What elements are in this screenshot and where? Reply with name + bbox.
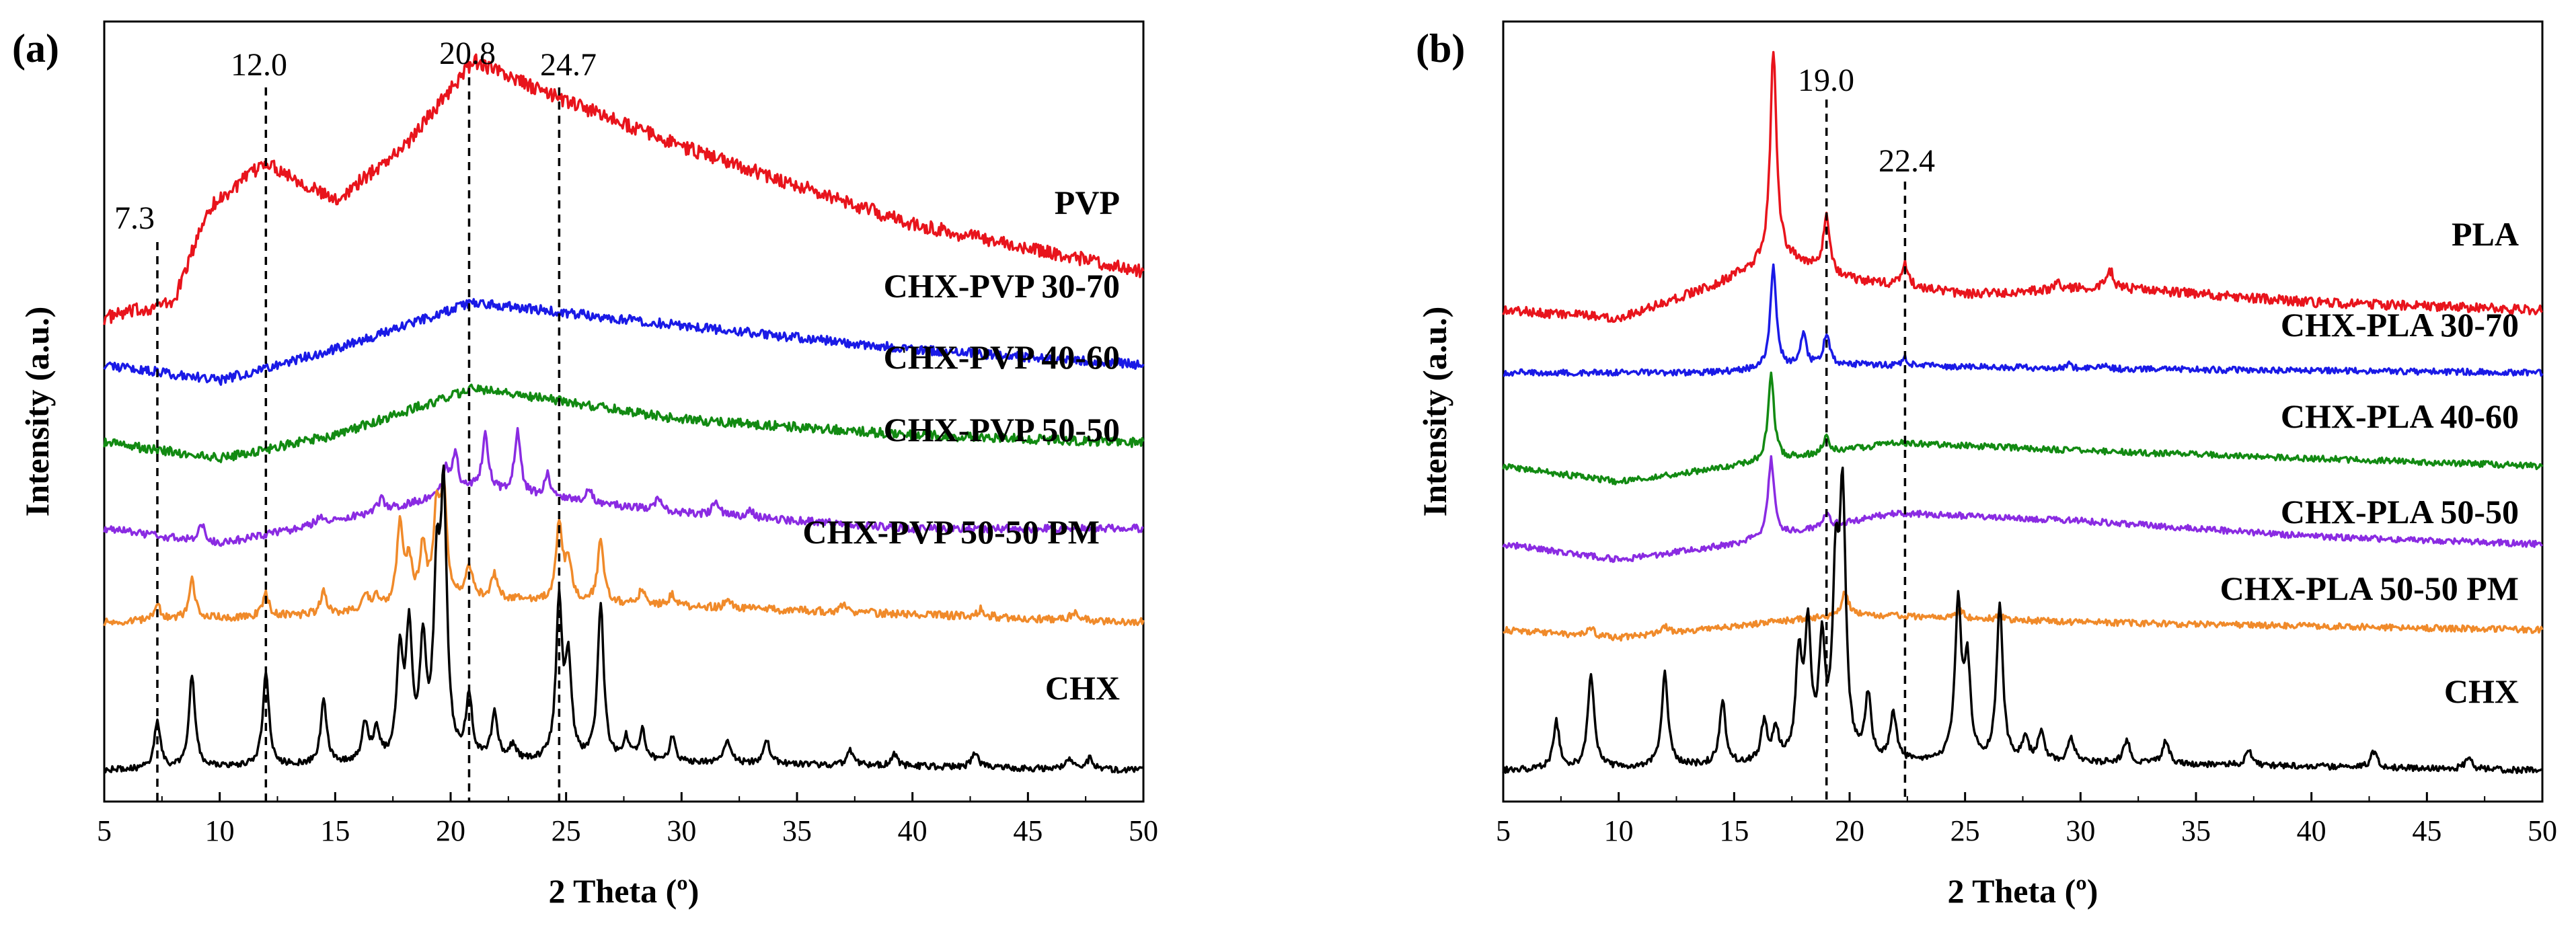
series-line-pla — [1502, 50, 2544, 323]
series-label: CHX-PLA 30-70 — [2281, 306, 2519, 344]
x-tick-label: 50 — [2528, 814, 2557, 847]
series-line-chx-pvp-50-50 — [103, 426, 1144, 547]
x-tick-label: 10 — [205, 814, 235, 847]
series-line-chx-pla-30-70 — [1503, 263, 2544, 377]
x-tick-label: 50 — [1129, 814, 1158, 847]
x-tick-label: 20 — [436, 814, 465, 847]
chart-panel-b: 5 10 15 20 25 30 35 40 45 50 2 Theta (º) Intensity … — [1416, 20, 2557, 910]
y-axis-title: Intensity (a.u.) — [1416, 307, 1453, 517]
series-line-pvp — [103, 53, 1145, 325]
panel-label: (a) — [12, 26, 59, 71]
series-label: CHX — [2444, 672, 2519, 710]
series-line-chx-pvp-40-60 — [103, 383, 1145, 463]
series-line-chx — [104, 464, 1144, 774]
x-tick-label: 40 — [898, 814, 927, 847]
series-line-chx-pvp-30-70 — [103, 298, 1145, 386]
series-line-chx-pla-50-50 — [1502, 455, 2544, 564]
series-label: CHX-PLA 50-50 — [2281, 493, 2519, 531]
series-label: CHX-PVP 30-70 — [884, 267, 1120, 305]
x-tick-label: 25 — [552, 814, 581, 847]
x-axis-title: 2 Theta (º) — [549, 872, 699, 910]
peak-position-label: 24.7 — [540, 47, 597, 83]
x-tick-label: 45 — [2412, 814, 2441, 847]
x-axis-title: 2 Theta (º) — [1948, 872, 2098, 910]
series-label: PVP — [1055, 184, 1120, 221]
series-label: CHX — [1045, 669, 1120, 707]
x-tick-label: 30 — [2066, 814, 2095, 847]
peak-position-label: 22.4 — [1879, 143, 1935, 179]
series-label: CHX-PVP 40-60 — [884, 338, 1120, 376]
series-label: CHX-PVP 50-50 — [884, 411, 1120, 449]
peak-position-label: 19.0 — [1798, 63, 1854, 98]
x-tick-label: 15 — [1719, 814, 1749, 847]
y-axis-title: Intensity (a.u.) — [18, 307, 56, 517]
series-line-chx-pla-40-60 — [1502, 371, 2544, 486]
series-label: CHX-PLA 40-60 — [2281, 397, 2519, 435]
peak-position-label: 7.3 — [114, 200, 155, 236]
x-tick-label: 35 — [2181, 814, 2211, 847]
x-tick-label: 35 — [782, 814, 812, 847]
x-tick-label: 20 — [1835, 814, 1864, 847]
series-label: PLA — [2452, 215, 2519, 253]
x-tick-label: 5 — [97, 814, 112, 847]
chart-panel-a: 5 10 15 20 25 30 35 40 45 50 2 Theta (º) Intensity … — [12, 20, 1158, 910]
x-tick-label: 30 — [667, 814, 696, 847]
peak-position-label: 12.0 — [231, 47, 287, 83]
series-line-chx — [1502, 466, 2543, 775]
panel-label: (b) — [1416, 26, 1465, 71]
x-tick-label: 45 — [1013, 814, 1043, 847]
peak-position-label: 20.8 — [439, 36, 496, 71]
x-tick-label: 5 — [1496, 814, 1511, 847]
series-label: CHX-PVP 50-50 PM — [802, 513, 1100, 551]
x-tick-label: 10 — [1604, 814, 1634, 847]
series-label: CHX-PLA 50-50 PM — [2220, 570, 2519, 607]
series-line-chx-pla-50-50-pm — [1503, 590, 2544, 642]
x-tick-label: 15 — [320, 814, 350, 847]
x-tick-label: 40 — [2297, 814, 2326, 847]
series-line-chx-pvp-50-50-pm — [103, 475, 1145, 627]
x-tick-label: 25 — [1950, 814, 1980, 847]
